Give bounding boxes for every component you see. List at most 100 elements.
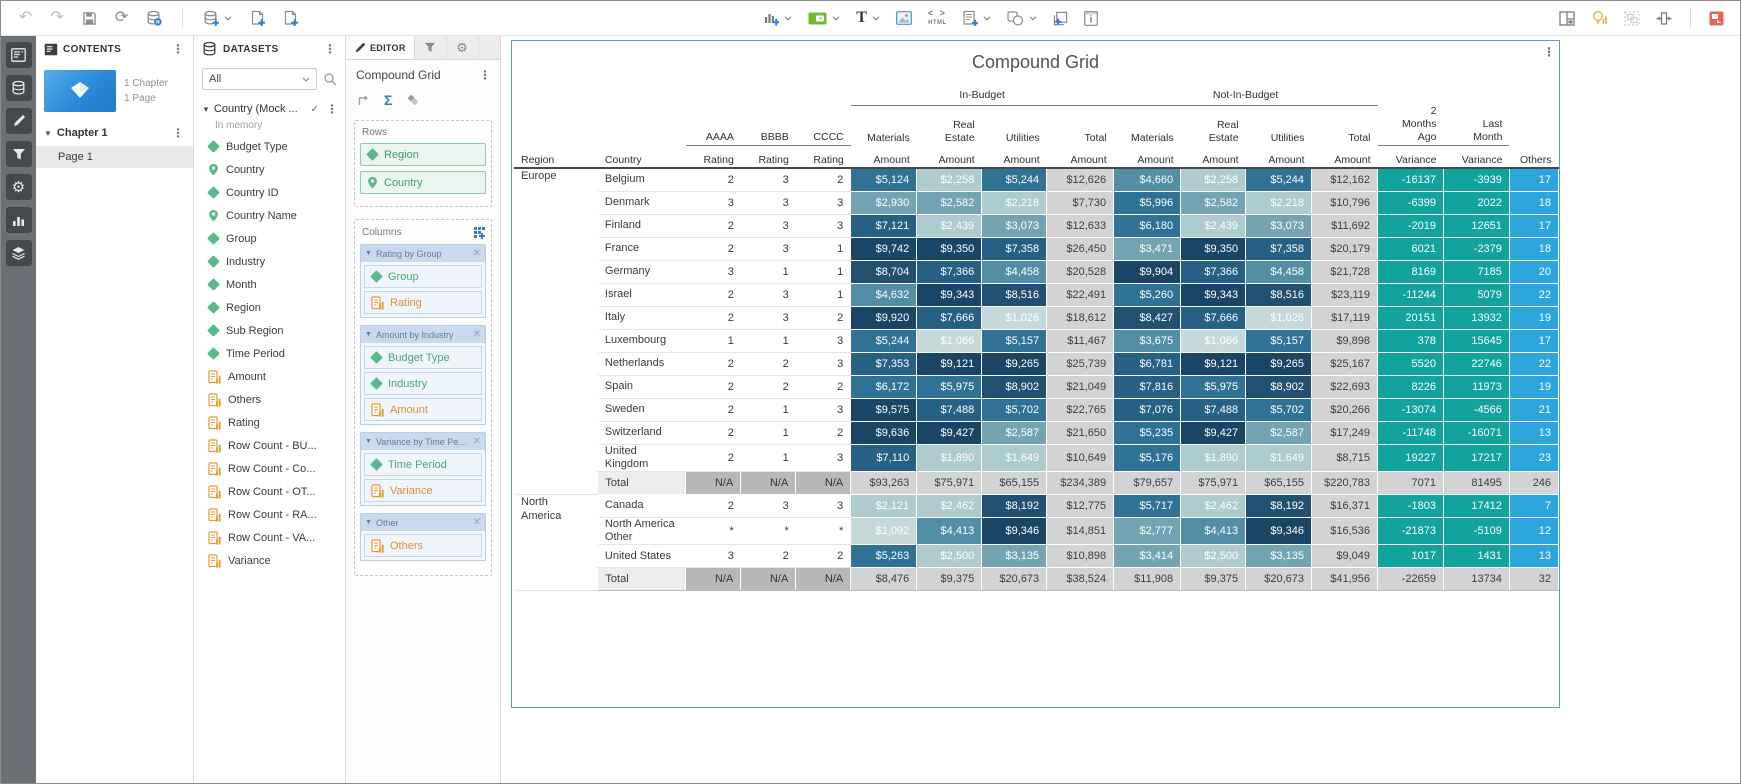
grid-variance-cell[interactable]: 81495 — [1442, 470, 1510, 495]
grid-sub-header[interactable]: Amount — [1113, 145, 1181, 169]
dossier-canvas[interactable]: ⋮ Compound Grid In-Budget Not-In-Budget AA… — [501, 36, 1740, 783]
grid-variance-cell[interactable]: -16137 — [1377, 167, 1444, 192]
grid-rating-cell[interactable]: 3 — [795, 352, 851, 376]
grid-rating-cell[interactable]: 1 — [740, 329, 796, 353]
grid-rating-cell[interactable]: 1 — [740, 444, 796, 472]
grid-col-header[interactable]: AAAA — [685, 105, 741, 146]
grid-variance-cell[interactable]: 8169 — [1377, 259, 1444, 284]
dataset-field[interactable]: Others — [194, 388, 345, 411]
grid-sub-header[interactable]: Rating — [685, 145, 741, 169]
grid-amount-cell[interactable]: $9,920 — [850, 305, 918, 330]
grid-variance-cell[interactable]: 5520 — [1377, 351, 1444, 376]
grid-amount-cell[interactable]: $7,488 — [1180, 397, 1247, 422]
rail-visualizations-button[interactable] — [5, 207, 32, 233]
grid-variance-cell[interactable]: 11973 — [1442, 374, 1510, 399]
dataset-field[interactable]: Country Name — [194, 204, 345, 227]
save-button[interactable] — [82, 11, 97, 26]
grid-amount-cell[interactable]: $7,076 — [1113, 397, 1182, 422]
grid-rating-cell[interactable]: N/A — [740, 567, 797, 592]
grid-amount-cell[interactable]: $2,500 — [1180, 544, 1247, 569]
grid-amount-cell[interactable]: $7,666 — [916, 305, 983, 330]
grid-amount-cell[interactable]: $9,636 — [850, 420, 918, 445]
page-item[interactable]: Page 1 — [36, 146, 193, 168]
column-chip-rating[interactable]: Rating — [364, 291, 482, 314]
dataset-field[interactable]: Row Count - VA... — [194, 526, 345, 549]
grid-amount-cell[interactable]: $21,650 — [1046, 420, 1115, 445]
rail-layers-button[interactable] — [5, 240, 32, 266]
grid-rating-cell[interactable]: * — [795, 517, 851, 546]
grid-rating-cell[interactable]: 2 — [795, 306, 851, 330]
grid-rating-cell[interactable]: N/A — [795, 567, 852, 592]
grid-country-cell[interactable]: United Kingdom — [597, 444, 686, 472]
grid-sub-header[interactable]: Country — [597, 145, 686, 169]
grid-others-cell[interactable]: 7 — [1508, 493, 1560, 518]
grid-variance-cell[interactable]: 13932 — [1442, 305, 1510, 330]
widget-menu-button[interactable]: ⋮ — [1543, 45, 1555, 59]
grid-amount-cell[interactable]: $75,971 — [1180, 470, 1247, 495]
grid-rating-cell[interactable]: 3 — [795, 444, 851, 472]
grid-amount-cell[interactable]: $3,073 — [981, 213, 1048, 238]
grid-sub-header[interactable]: Amount — [1046, 145, 1114, 169]
refresh-button[interactable]: ⟳ — [115, 10, 128, 26]
database-status-button[interactable] — [146, 10, 162, 26]
grid-variance-cell[interactable]: -16071 — [1442, 420, 1510, 445]
grid-rating-cell[interactable]: 1 — [795, 237, 851, 261]
grid-amount-cell[interactable]: $5,702 — [981, 397, 1048, 422]
insert-visualization-button[interactable] — [763, 10, 792, 26]
row-chip-country[interactable]: Country — [360, 171, 486, 194]
tab-filter[interactable] — [415, 36, 447, 59]
grid-rating-cell[interactable]: 1 — [795, 283, 851, 307]
grid-others-cell[interactable]: 18 — [1508, 190, 1560, 215]
grid-rating-cell[interactable]: * — [685, 517, 741, 546]
grid-others-cell[interactable]: 20 — [1508, 259, 1560, 284]
grid-variance-cell[interactable]: -5109 — [1442, 516, 1510, 546]
grid-others-cell[interactable]: 13 — [1508, 420, 1560, 445]
grid-others-cell[interactable]: 17 — [1508, 328, 1560, 353]
grid-amount-cell[interactable]: $10,898 — [1046, 544, 1115, 569]
grid-others-cell[interactable]: 23 — [1508, 443, 1560, 472]
grid-others-cell[interactable]: 22 — [1508, 351, 1560, 376]
eraser-icon[interactable] — [406, 93, 420, 107]
rail-contents-button[interactable] — [5, 42, 32, 68]
grid-amount-cell[interactable]: $25,167 — [1311, 351, 1379, 376]
grid-amount-cell[interactable]: $2,462 — [1180, 493, 1247, 518]
swap-axes-icon[interactable] — [356, 93, 370, 107]
grid-rating-cell[interactable]: 3 — [685, 544, 741, 569]
grid-amount-cell[interactable]: $9,427 — [916, 420, 983, 445]
grid-amount-cell[interactable]: $9,265 — [1245, 351, 1313, 376]
grid-amount-cell[interactable]: $22,765 — [1046, 397, 1115, 422]
grid-amount-cell[interactable]: $1,026 — [981, 305, 1048, 330]
grid-amount-cell[interactable]: $9,350 — [916, 236, 983, 261]
grid-amount-cell[interactable]: $6,781 — [1113, 351, 1182, 376]
grid-amount-cell[interactable]: $1,890 — [916, 443, 983, 472]
grid-amount-cell[interactable]: $3,135 — [981, 544, 1048, 569]
grid-sub-header[interactable]: Amount — [916, 145, 982, 169]
chevron-down-icon[interactable]: ▼ — [365, 250, 372, 257]
grid-col-header[interactable]: Real Estate — [944, 118, 975, 144]
grid-variance-cell[interactable]: 2022 — [1442, 190, 1510, 215]
insights-button[interactable] — [1591, 10, 1608, 26]
grid-amount-cell[interactable]: $1,649 — [981, 443, 1048, 472]
grid-amount-cell[interactable]: $2,582 — [916, 190, 983, 215]
grid-amount-cell[interactable]: $2,582 — [1180, 190, 1247, 215]
grid-col-header[interactable]: Utilities — [1270, 131, 1305, 144]
grid-col-header[interactable]: Materials — [1131, 131, 1174, 144]
grid-amount-cell[interactable]: $2,587 — [1245, 420, 1313, 445]
grid-region-cell[interactable]: North America — [514, 494, 598, 592]
insert-selector-button[interactable] — [808, 12, 840, 25]
grid-amount-cell[interactable]: $9,346 — [1245, 516, 1313, 546]
grid-amount-cell[interactable]: $9,898 — [1311, 328, 1379, 353]
grid-rating-cell[interactable]: 3 — [795, 398, 851, 422]
chapter-menu-button[interactable]: ⋮ — [172, 126, 184, 140]
grid-country-cell[interactable]: Denmark — [597, 191, 686, 215]
grid-amount-cell[interactable]: $4,458 — [981, 259, 1048, 284]
grid-rating-cell[interactable]: 3 — [685, 191, 741, 215]
insert-info-button[interactable] — [1084, 10, 1098, 26]
grid-amount-cell[interactable]: $8,902 — [1245, 374, 1313, 399]
grid-amount-cell[interactable]: $4,458 — [1245, 259, 1313, 284]
grid-amount-cell[interactable]: $9,375 — [916, 567, 983, 592]
grid-variance-cell[interactable]: -2379 — [1442, 236, 1510, 261]
grid-rating-cell[interactable]: 3 — [740, 306, 796, 330]
dataset-field[interactable]: Industry — [194, 250, 345, 273]
dataset-field[interactable]: Budget Type — [194, 135, 345, 158]
